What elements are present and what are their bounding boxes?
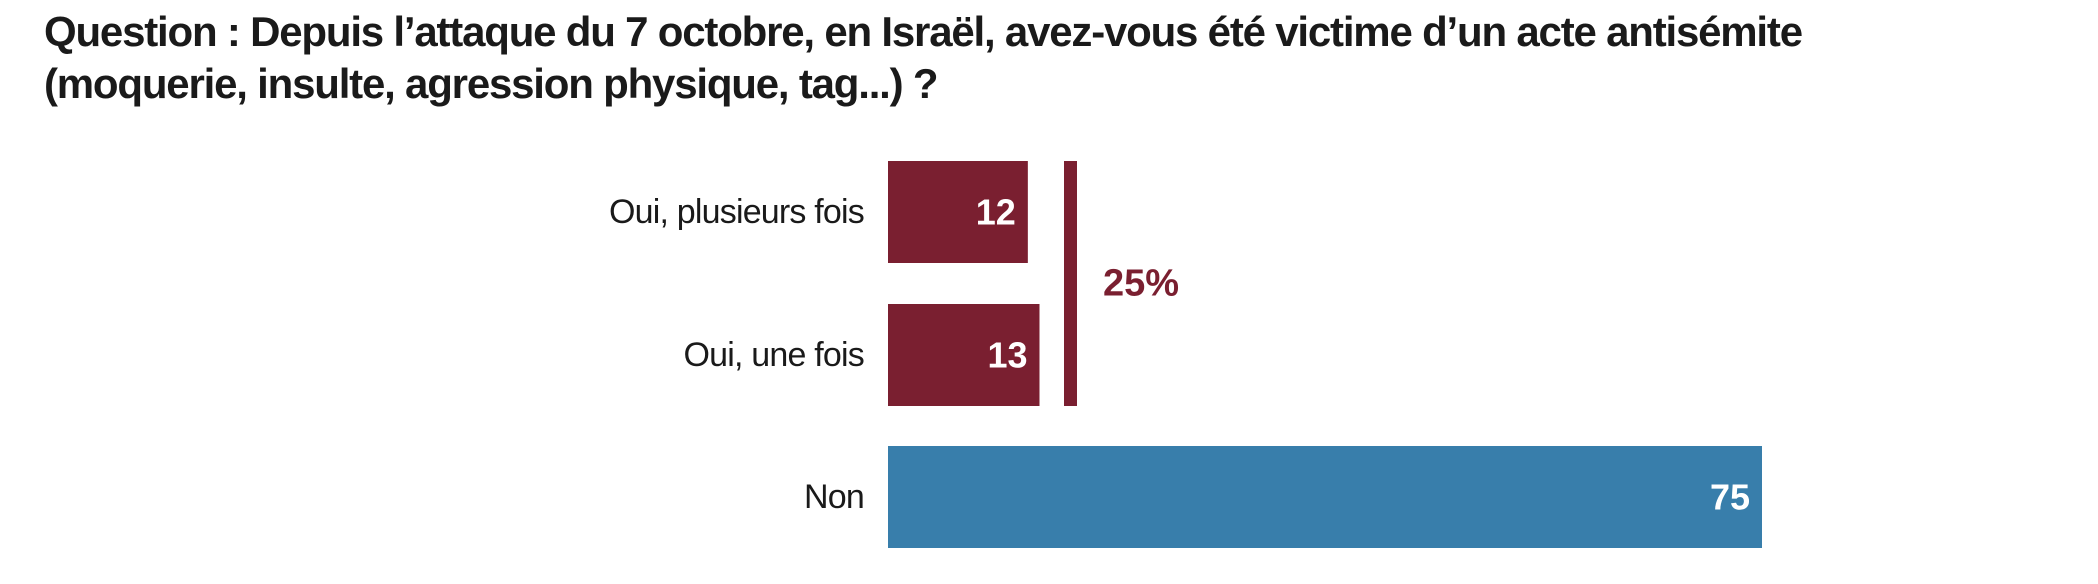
- bar-oui-une-fois: [888, 304, 1040, 406]
- category-label-oui-une-fois: Oui, une fois: [684, 336, 865, 374]
- data-label-oui-une-fois: 13: [987, 335, 1027, 376]
- group-bracket: [1064, 161, 1077, 406]
- group-total-label: 25%: [1103, 263, 1179, 305]
- chart-title-line-2: (moquerie, insulte, agression physique, …: [44, 60, 939, 107]
- category-label-non: Non: [804, 478, 864, 516]
- bar-oui-plusieurs-fois: [888, 161, 1028, 263]
- chart-title-line-1: Question : Depuis l’attaque du 7 octobre…: [44, 8, 1803, 55]
- data-label-oui-plusieurs-fois: 12: [976, 192, 1016, 233]
- data-label-non: 75: [1710, 477, 1750, 518]
- bar-non: [888, 446, 1762, 548]
- chart-title: Question : Depuis l’attaque du 7 octobre…: [44, 6, 2044, 110]
- category-label-oui-plusieurs-fois: Oui, plusieurs fois: [609, 193, 864, 231]
